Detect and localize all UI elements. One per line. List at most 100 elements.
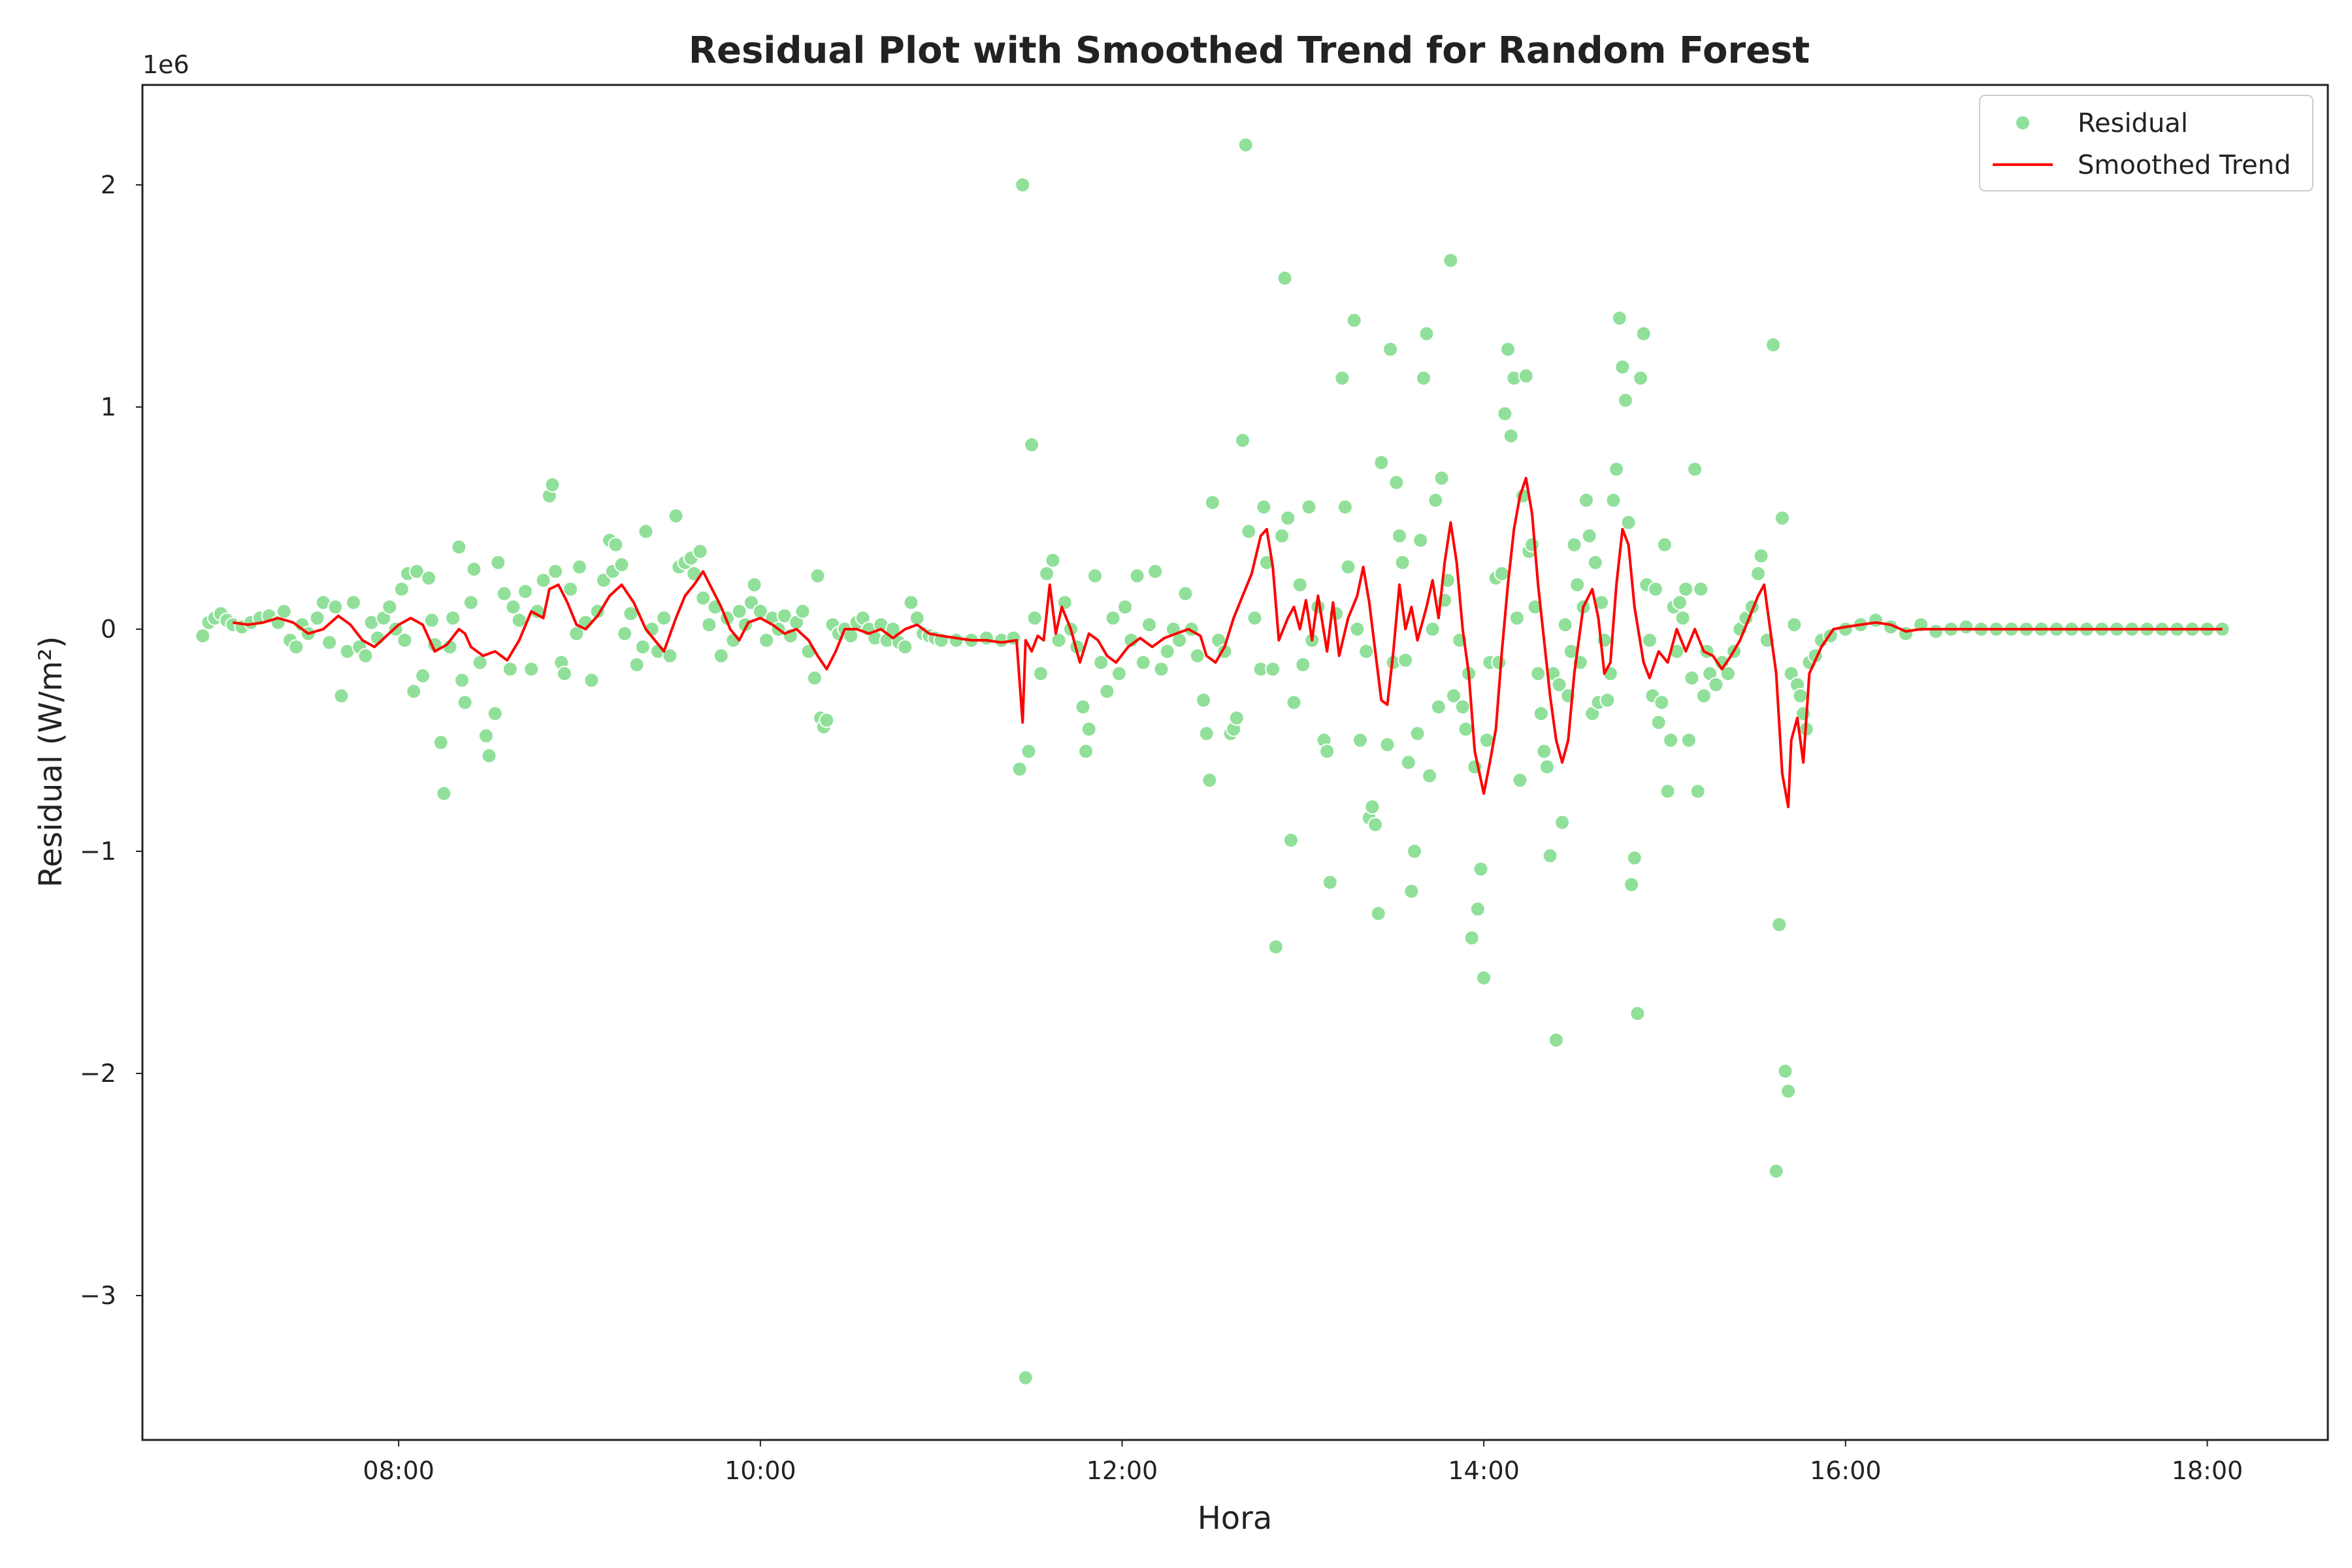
residual-point: [1011, 761, 1028, 777]
residual-point: [1867, 612, 1884, 629]
y-tick-label: 1: [101, 393, 116, 421]
x-tick-label: 18:00: [2172, 1456, 2244, 1485]
residual-point: [1765, 336, 1782, 353]
residual-point: [638, 523, 654, 540]
residual-point: [1928, 623, 1944, 640]
residual-point: [1611, 310, 1627, 326]
x-tick-label: 08:00: [363, 1456, 434, 1485]
residual-point: [1629, 1005, 1646, 1022]
residual-point: [713, 647, 729, 664]
residual-point: [1286, 694, 1302, 711]
residual-point: [1422, 768, 1438, 784]
residual-point: [885, 621, 901, 637]
residual-point: [909, 610, 925, 626]
residual-point: [1599, 692, 1616, 708]
residual-point: [1319, 743, 1335, 759]
residual-point: [903, 595, 919, 611]
residual-point: [809, 568, 826, 584]
residual-point: [1786, 617, 1803, 633]
residual-point: [1774, 510, 1790, 526]
residual-point: [1265, 661, 1281, 678]
residual-point: [1680, 732, 1697, 748]
residual-point: [1654, 694, 1670, 711]
residual-point: [978, 630, 994, 646]
residual-point: [1267, 939, 1284, 955]
residual-point: [1135, 655, 1151, 670]
residual-point: [1512, 772, 1528, 789]
residual-point: [1237, 137, 1254, 153]
residual-point: [1605, 492, 1622, 508]
residual-point: [451, 539, 467, 555]
residual-point: [1633, 370, 1649, 386]
residual-point: [1024, 436, 1040, 453]
residual-point: [1141, 617, 1157, 633]
residual-point: [1081, 721, 1097, 737]
residual-point: [1370, 906, 1386, 922]
residual-point: [695, 590, 711, 606]
residual-point: [1322, 874, 1338, 890]
residual-point: [656, 610, 672, 626]
residual-point: [466, 561, 482, 578]
residual-point: [433, 734, 449, 751]
residual-point: [288, 639, 304, 655]
residual-point: [1687, 461, 1703, 478]
residual-point: [1635, 325, 1652, 342]
residual-point: [1708, 677, 1724, 693]
residual-point: [406, 683, 422, 700]
residual-point: [1566, 536, 1582, 553]
residual-point: [1021, 743, 1037, 759]
residual-point: [1458, 721, 1474, 737]
residual-point: [1539, 759, 1555, 775]
residual-point: [1690, 783, 1706, 800]
residual-point: [1358, 644, 1375, 659]
residual-point: [1554, 814, 1571, 830]
residual-point: [408, 563, 425, 580]
residual-point: [1045, 552, 1061, 568]
residual-point: [948, 632, 964, 648]
y-tick-label: 2: [101, 171, 116, 199]
residual-point: [1392, 528, 1407, 544]
residual-point: [1657, 536, 1673, 553]
residual-point: [1005, 630, 1022, 646]
residual-point: [1189, 647, 1205, 664]
residual-point: [1177, 585, 1194, 602]
legend: Residual Smoothed Trend: [1979, 95, 2313, 191]
residual-point: [1557, 617, 1573, 633]
residual-point: [1780, 1083, 1797, 1100]
residual-point: [1352, 732, 1368, 748]
residual-point: [563, 581, 579, 597]
residual-point: [843, 628, 859, 644]
residual-point: [1476, 970, 1492, 986]
residual-point: [502, 661, 518, 678]
legend-residual-marker: [2015, 115, 2031, 131]
residual-point: [1413, 532, 1429, 548]
residual-point: [535, 572, 551, 589]
chart-title: Residual Plot with Smoothed Trend for Ra…: [689, 29, 1810, 72]
residual-point: [1292, 577, 1308, 593]
residual-point: [1624, 877, 1640, 892]
residual-point: [1620, 514, 1637, 531]
residual-point: [1614, 359, 1631, 375]
residual-point: [1578, 492, 1594, 508]
residual-point: [629, 657, 645, 673]
residual-point: [1407, 843, 1422, 859]
residual-point: [776, 608, 792, 624]
y-offset-label: 1e6: [142, 50, 189, 79]
residual-point: [454, 672, 470, 689]
residual-point: [1659, 783, 1676, 800]
residual-point: [1346, 312, 1362, 329]
residual-point: [608, 536, 624, 553]
legend-box: [1979, 95, 2313, 191]
plot-area: [141, 84, 2329, 1441]
residual-point: [1087, 568, 1103, 584]
residual-point: [1201, 772, 1218, 789]
y-axis-ticks: 2 1 0 −1 −2 −3: [80, 171, 142, 1310]
residual-point: [1026, 610, 1043, 626]
residual-point: [897, 639, 913, 655]
residual-point: [517, 583, 533, 600]
residual-point: [346, 595, 361, 611]
residual-point: [1117, 599, 1134, 615]
residual-point: [1039, 566, 1055, 581]
residual-point: [1650, 714, 1667, 730]
residual-point: [1017, 1369, 1034, 1386]
